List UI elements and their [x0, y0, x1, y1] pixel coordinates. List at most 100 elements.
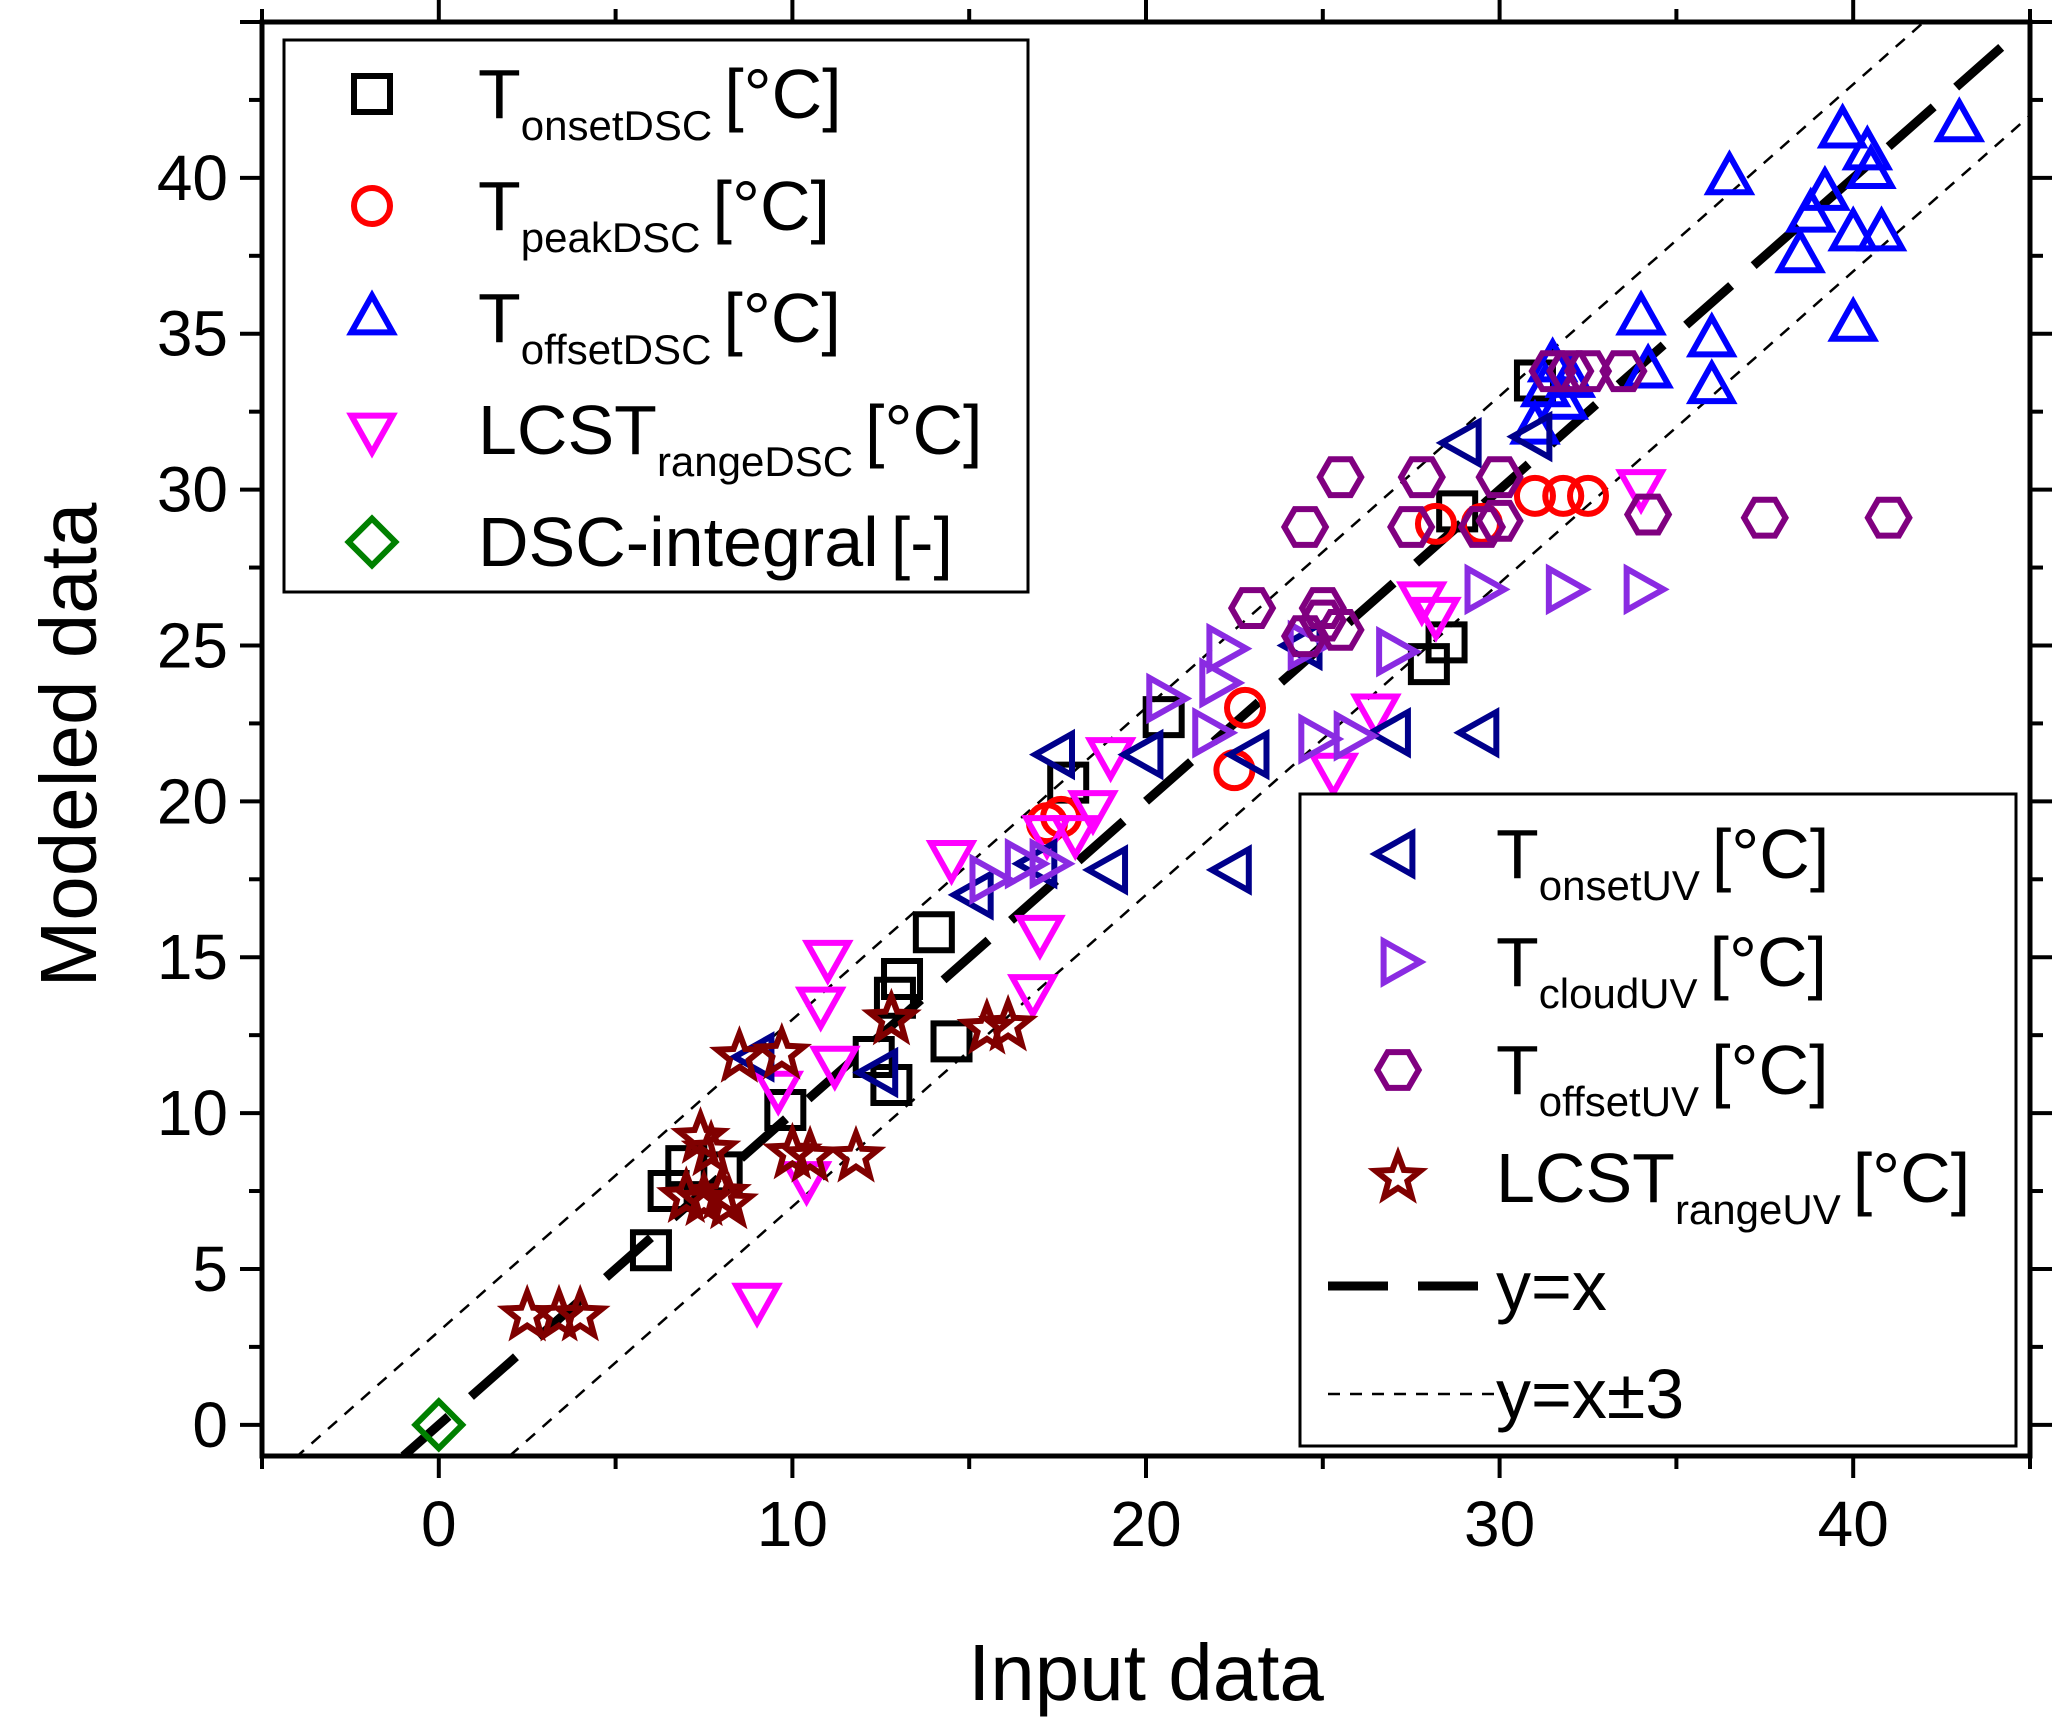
data-point [1457, 506, 1507, 548]
y-tick-label: 20 [157, 765, 228, 837]
upper-bound-line [295, 22, 1926, 1456]
data-point [1067, 790, 1119, 837]
data-point [1205, 844, 1252, 896]
legend-marker [346, 412, 398, 459]
data-point [1845, 143, 1897, 190]
series-T_onsetDSC [629, 359, 1556, 1272]
y-tick-label: 35 [157, 298, 228, 370]
data-points [411, 96, 1986, 1453]
data-point [852, 1046, 899, 1099]
legend-marker [351, 185, 393, 227]
data-point [751, 1022, 813, 1080]
legend-base: LCST [478, 391, 657, 469]
data-point [1567, 474, 1609, 517]
x-axis-label: Input data [968, 1628, 1324, 1717]
data-point [1685, 311, 1738, 358]
legend-base: DSC-integral [478, 503, 879, 581]
data-point [1142, 696, 1185, 739]
data-point [861, 987, 922, 1046]
data-point [1206, 622, 1253, 675]
data-point [1007, 974, 1059, 1021]
legend-item: ToffsetDSC [°C] [346, 279, 841, 373]
legend-label: TpeakDSC [°C] [478, 167, 830, 261]
data-point [1407, 643, 1450, 686]
legend-base: T [1496, 923, 1539, 1001]
x-tick-label: 30 [1464, 1488, 1535, 1560]
legend-base: T [1496, 1031, 1539, 1109]
data-point [709, 1025, 770, 1083]
legend-marker [346, 289, 398, 336]
data-point [1280, 506, 1330, 548]
legend-box [1298, 792, 2018, 1448]
legend-base: y=x±3 [1496, 1355, 1684, 1433]
legend-subscript: offsetUV [1539, 1078, 1699, 1125]
data-point [1513, 474, 1556, 517]
legend-unit: [°C] [1712, 815, 1829, 893]
data-point [1685, 358, 1738, 405]
data-point [881, 958, 924, 1001]
legend-item: DSC-integral [-] [344, 503, 953, 581]
data-point [1410, 596, 1462, 643]
data-point [1537, 373, 1590, 420]
data-point [1615, 289, 1667, 336]
data-point [1544, 351, 1597, 398]
data-point [1307, 752, 1360, 799]
data-point [691, 1162, 752, 1221]
legend-label: TonsetDSC [°C] [478, 55, 842, 149]
data-point [1864, 496, 1913, 539]
data-point [1799, 164, 1851, 211]
data-point [1333, 710, 1380, 762]
legend-subscript: onsetUV [1539, 862, 1700, 909]
data-point [1816, 102, 1869, 149]
legend-marker [1367, 1146, 1429, 1204]
data-point [1841, 124, 1894, 171]
data-point [1436, 490, 1479, 533]
series-T_cloudUV [969, 563, 1670, 906]
legend-label: DSC-integral [-] [478, 503, 953, 581]
data-point [1084, 737, 1137, 784]
data-point [779, 1124, 841, 1183]
legend-base: LCST [1496, 1139, 1675, 1217]
data-point [549, 1283, 611, 1342]
data-point [731, 1282, 783, 1329]
legend-item: TpeakDSC [°C] [351, 167, 830, 261]
data-point [1622, 342, 1674, 389]
legend-label: LCSTrangeUV [°C] [1496, 1139, 1970, 1233]
data-point [1029, 837, 1076, 890]
data-point [1542, 474, 1585, 517]
data-point [1192, 706, 1239, 759]
data-point [1028, 728, 1075, 781]
data-point [1049, 815, 1102, 862]
data-point [1364, 706, 1411, 759]
y-tick-label: 0 [192, 1389, 228, 1461]
data-point [762, 1121, 823, 1180]
data-point [794, 986, 847, 1033]
legend-marker [351, 73, 393, 115]
data-point [925, 840, 978, 887]
legend-unit: [°C] [865, 391, 982, 469]
data-point [1223, 728, 1270, 781]
legend-marker [1373, 1049, 1423, 1091]
data-point [1021, 815, 1073, 862]
data-point [1425, 621, 1468, 664]
data-point [977, 993, 1039, 1052]
y-tick-label: 5 [192, 1233, 228, 1305]
y-tick-label: 40 [157, 142, 228, 214]
legend-base: T [478, 279, 521, 357]
x-tick-label: 20 [1110, 1488, 1181, 1560]
legend-item: LCSTrangeDSC [°C] [346, 391, 983, 485]
series-T_offsetDSC [1509, 96, 1986, 445]
legend-item: ToffsetUV [°C] [1373, 1031, 1829, 1125]
data-point [1011, 837, 1058, 890]
series-T_offsetUV [1227, 350, 1913, 658]
data-point [1453, 706, 1500, 759]
legend-item: LCSTrangeUV [°C] [1367, 1139, 1970, 1233]
legend-label: TonsetUV [°C] [1496, 815, 1829, 909]
legend-base: T [478, 55, 521, 133]
x-tick-label: 10 [757, 1488, 828, 1560]
data-point [912, 911, 955, 954]
data-point [1376, 625, 1423, 678]
y-tick-label: 25 [157, 609, 228, 681]
legend-subscript: offsetDSC [521, 326, 712, 373]
